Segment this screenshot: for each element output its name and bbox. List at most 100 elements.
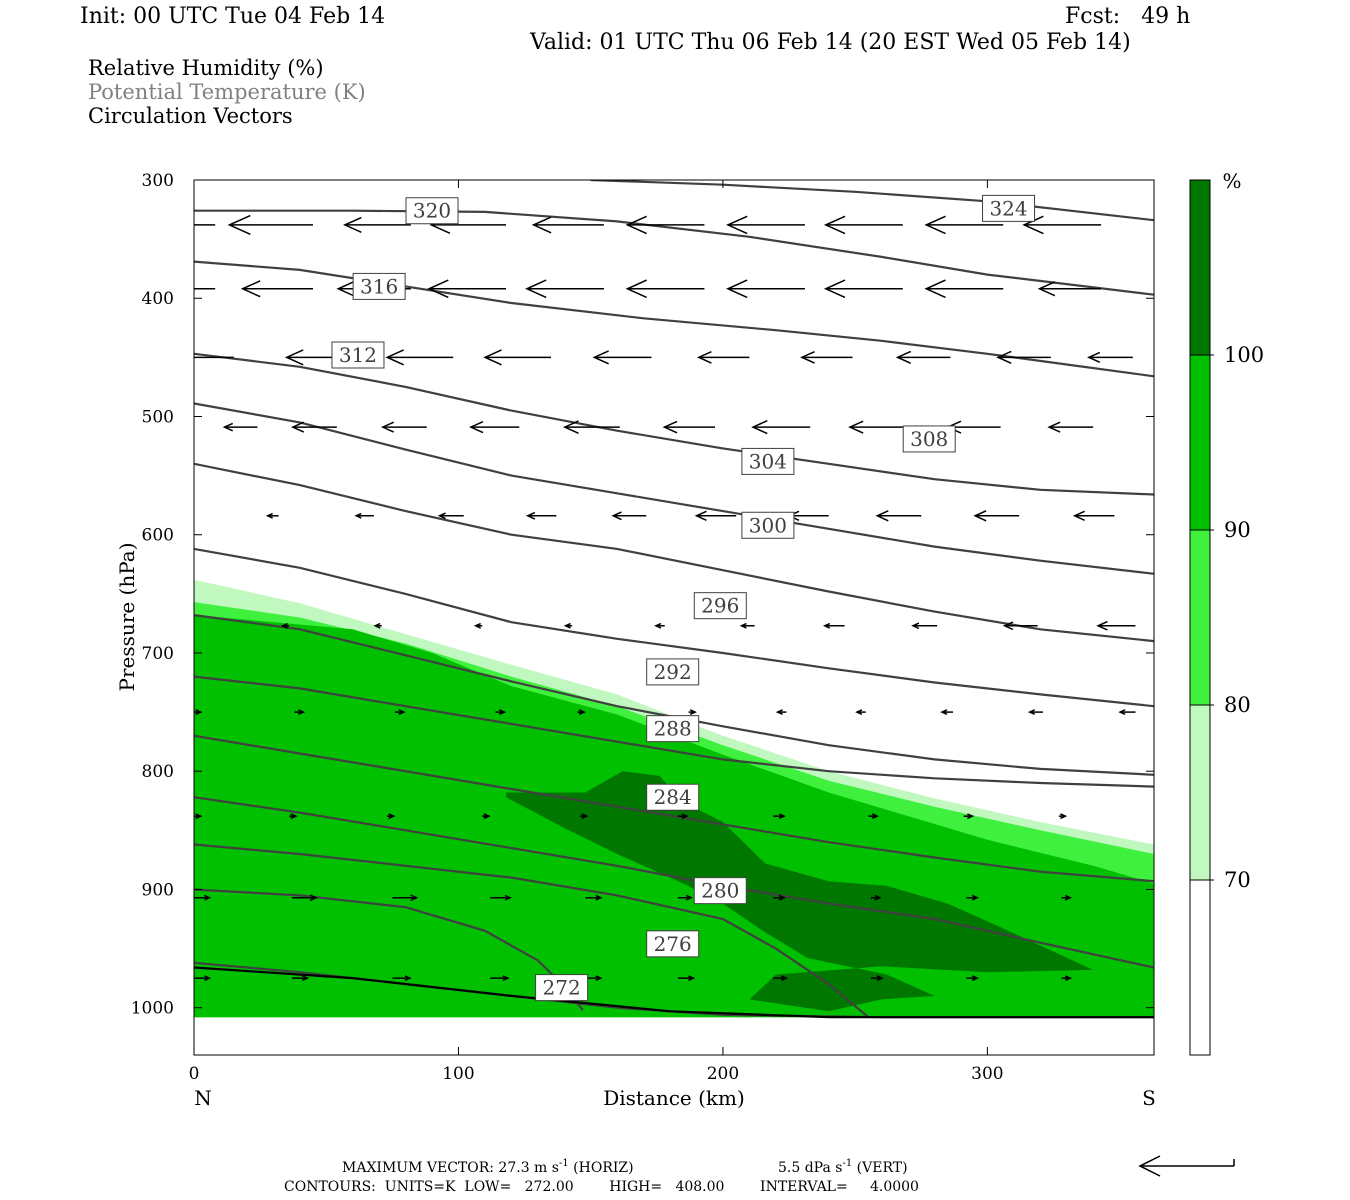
wind-vector — [775, 709, 787, 716]
theta-label-316: 316 — [352, 272, 406, 300]
circulation-vectors — [105, 214, 1136, 982]
y-tick-label: 500 — [142, 407, 174, 427]
wind-vector — [490, 975, 510, 982]
wind-vector — [194, 288, 216, 290]
colorbar-segment-80 — [1190, 530, 1210, 705]
wind-vector-head — [1072, 510, 1085, 521]
theta-label-box — [646, 783, 700, 811]
wind-vector — [895, 350, 951, 364]
wind-vector — [694, 510, 737, 521]
wind-vector — [654, 622, 665, 629]
wind-vector-head — [578, 709, 586, 716]
theta-label-text: 276 — [654, 932, 692, 956]
wind-vector — [800, 350, 853, 364]
wind-vector — [392, 975, 412, 982]
wind-vector-head — [385, 349, 404, 366]
theta-label-312: 312 — [331, 341, 385, 369]
wind-vector-head — [240, 280, 261, 298]
theta-label-text: 280 — [701, 879, 739, 903]
y-tick-label: 600 — [142, 526, 174, 546]
colorbar-segment-100 — [1190, 180, 1210, 355]
wind-vector — [924, 215, 1004, 235]
theta-label-box — [646, 715, 700, 743]
wind-vector-head — [595, 894, 603, 901]
theta-label-288: 288 — [646, 715, 700, 743]
theta-contour-284 — [194, 796, 1154, 969]
theta-label-292: 292 — [646, 658, 700, 686]
wind-vector-head — [469, 420, 484, 434]
theta-contour-312 — [194, 352, 1154, 496]
wind-vector-head — [398, 709, 406, 716]
axes: 300 400 500 600 700 800 900 1000 0 100 200 300 — [131, 171, 1154, 1084]
y-tick-label: 700 — [142, 644, 174, 664]
theta-label-308: 308 — [902, 425, 956, 453]
wind-vector — [562, 420, 620, 434]
theta-label-272: 272 — [535, 974, 589, 1002]
wind-vector-head — [1002, 621, 1014, 631]
wind-vector — [625, 279, 705, 299]
wind-vector-head — [301, 975, 310, 982]
wind-vector — [437, 512, 464, 520]
wind-vector-head — [611, 511, 622, 521]
wind-vector-head — [855, 709, 863, 716]
colorbar-label-90: 90 — [1224, 518, 1251, 542]
wind-vector-head — [1022, 215, 1044, 235]
rh-region-100 — [506, 771, 1094, 1012]
wind-vector — [105, 215, 216, 235]
wind-vector-head — [751, 420, 768, 435]
colorbar-segment-90 — [1190, 355, 1210, 530]
wind-vector — [945, 420, 1001, 434]
y-tick-label: 900 — [142, 880, 174, 900]
wind-vector-head — [778, 813, 787, 820]
y-tick-label: 1000 — [131, 999, 174, 1019]
wind-vector — [490, 894, 512, 901]
wind-vector-head — [504, 894, 512, 901]
plot-frame — [193, 179, 1155, 1056]
x-end-label-north: N — [194, 1086, 212, 1110]
wind-vector — [1118, 709, 1136, 716]
colorbar-label-80: 80 — [1224, 693, 1251, 717]
wind-vector — [696, 350, 750, 364]
footer-max-vector: MAXIMUM VECTOR: 27.3 m s-1 (HORIZ) 5.5 d… — [342, 1158, 908, 1176]
ground-line — [194, 966, 1154, 1019]
wind-vector — [848, 420, 903, 434]
colorbar-unit: % — [1222, 169, 1241, 193]
theta-label-text: 288 — [654, 717, 692, 741]
wind-vector-head — [726, 215, 748, 235]
theta-label-text: 316 — [360, 274, 398, 298]
wind-vector — [1058, 813, 1068, 820]
wind-vector-head — [473, 622, 481, 629]
wind-vector-head — [739, 622, 747, 629]
wind-vector-head — [662, 420, 678, 434]
wind-vector-head — [297, 709, 306, 716]
wind-vector — [966, 894, 980, 901]
wind-vector-head — [227, 214, 251, 236]
wind-vector-head — [195, 709, 203, 716]
wind-vector — [227, 214, 314, 236]
wind-vector-head — [592, 350, 609, 365]
wind-vector-head — [823, 279, 846, 299]
wind-vector-head — [562, 420, 579, 434]
wind-vector-head — [1064, 894, 1073, 901]
theta-contour-300 — [194, 547, 1154, 708]
theta-label-276: 276 — [646, 930, 700, 958]
wind-vector — [940, 709, 954, 716]
wind-vector-head — [354, 512, 362, 519]
wind-vector — [392, 894, 419, 902]
wind-vector — [240, 280, 314, 298]
wind-vector — [875, 510, 922, 522]
wind-vector-head — [1087, 351, 1101, 363]
wind-vector-head — [1037, 281, 1056, 297]
wind-vector — [343, 216, 411, 234]
wind-vector-head — [105, 215, 127, 235]
wind-vector-head — [874, 894, 882, 901]
wind-vector — [966, 975, 980, 982]
footer-contour-info: CONTOURS: UNITS=K LOW= 272.00 HIGH= 408.… — [284, 1179, 919, 1195]
wind-vector — [427, 279, 507, 299]
wind-vector-head — [204, 894, 212, 901]
wind-vector — [580, 813, 589, 820]
y-tick-label: 400 — [142, 289, 174, 309]
wind-vector — [373, 622, 382, 629]
wind-vector-head — [483, 813, 491, 820]
